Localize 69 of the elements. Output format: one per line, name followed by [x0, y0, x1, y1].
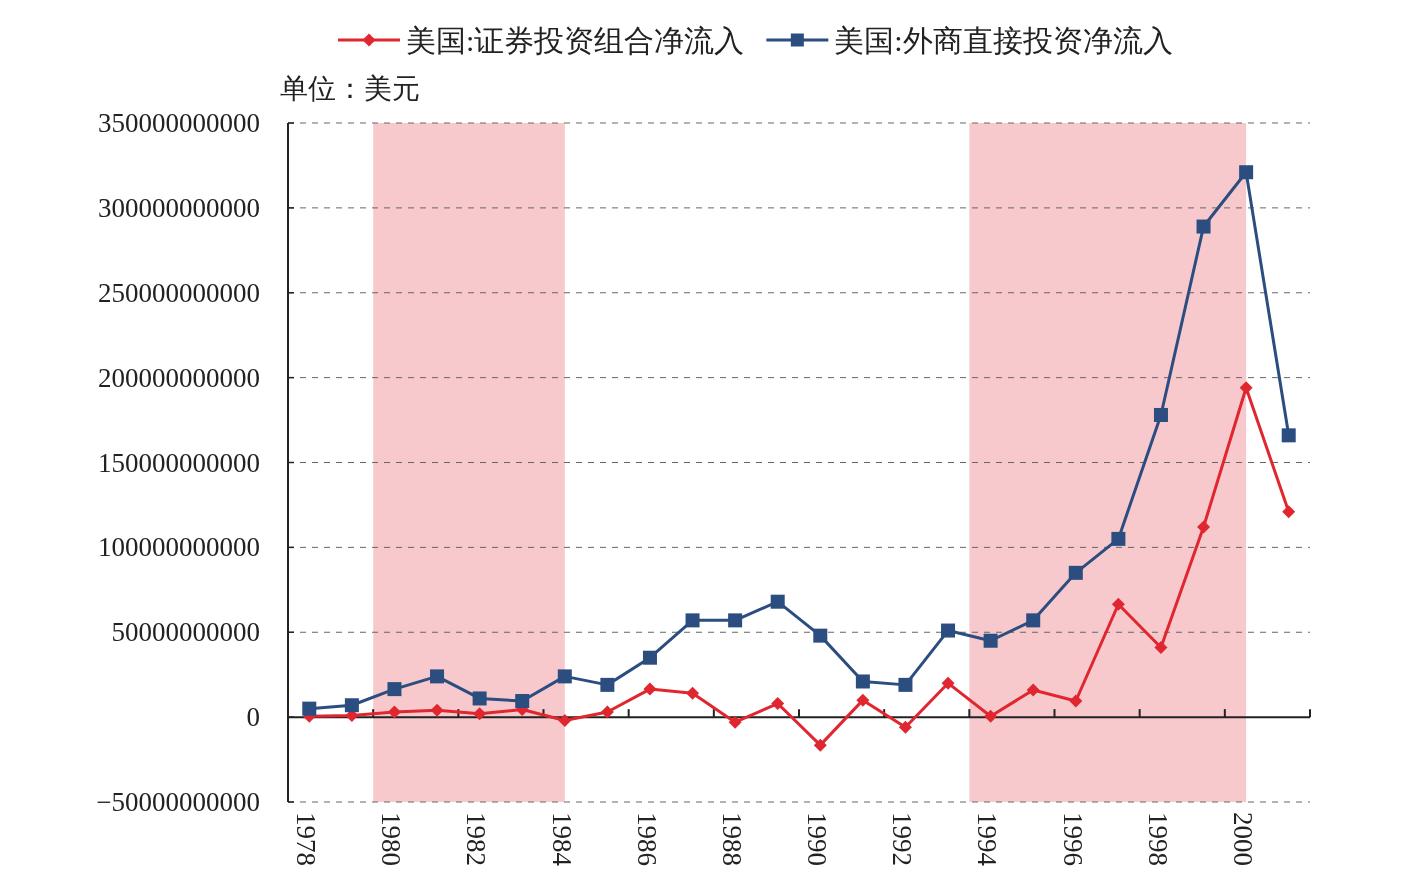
x-tick-label: 1986 — [631, 812, 662, 866]
point — [1068, 565, 1083, 580]
x-tick-label: 1992 — [887, 812, 918, 866]
point — [387, 705, 401, 719]
point — [941, 676, 955, 690]
point — [1111, 597, 1125, 611]
point — [472, 691, 487, 706]
y-tick-label: 300000000000 — [98, 192, 260, 223]
point — [1239, 381, 1253, 395]
point — [1026, 683, 1040, 697]
legend-label: 美国:证券投资组合净流入 — [406, 24, 745, 57]
x-tick-label: 1996 — [1057, 812, 1088, 866]
point — [430, 669, 445, 684]
y-tick-label: 100000000000 — [98, 532, 260, 563]
point — [983, 633, 998, 648]
x-tick-label: 1994 — [972, 812, 1003, 867]
x-tick-label: 1984 — [546, 812, 577, 867]
point — [473, 707, 487, 721]
point — [1281, 428, 1296, 443]
point — [941, 623, 956, 638]
y-tick-label: 200000000000 — [98, 362, 260, 393]
point — [387, 682, 402, 697]
x-tick-label: 1988 — [716, 812, 747, 866]
point — [1069, 694, 1083, 708]
point — [600, 677, 615, 692]
point — [770, 594, 785, 609]
legend-label: 美国:外商直接投资净流入 — [834, 24, 1173, 57]
point — [1154, 641, 1168, 655]
y-tick-label: 0 — [246, 702, 260, 733]
point — [643, 682, 657, 696]
y-axis-title: 单位：美元 — [280, 73, 420, 104]
point — [557, 669, 572, 684]
point — [1026, 613, 1041, 628]
point — [813, 738, 827, 752]
point — [1153, 407, 1168, 422]
y-tick-label: 50000000000 — [111, 617, 260, 648]
x-tick-label: 1982 — [461, 812, 492, 866]
y-tick-label: 350000000000 — [98, 108, 260, 138]
point — [302, 701, 317, 716]
y-tick-label: −50000000000 — [96, 787, 260, 817]
point — [898, 720, 912, 734]
point — [984, 709, 998, 723]
point — [728, 715, 742, 729]
point — [1239, 165, 1254, 180]
point — [1282, 505, 1296, 519]
point — [855, 674, 870, 689]
point — [686, 686, 700, 700]
point — [558, 714, 572, 728]
point — [685, 613, 700, 628]
point — [515, 694, 530, 708]
point — [1196, 219, 1211, 234]
point — [856, 693, 870, 707]
x-tick-label: 2000 — [1227, 812, 1258, 866]
x-tick-label: 1998 — [1142, 812, 1173, 866]
x-tick-label: 1980 — [376, 812, 407, 866]
y-tick-label: 150000000000 — [98, 447, 260, 478]
point — [1197, 520, 1211, 534]
point — [1111, 531, 1126, 546]
point — [898, 677, 913, 692]
point — [771, 697, 785, 711]
x-tick-label: 1978 — [291, 812, 321, 866]
point — [600, 705, 614, 719]
point — [642, 650, 657, 665]
point — [813, 628, 828, 643]
point — [430, 703, 444, 717]
x-tick-label: 1990 — [802, 812, 832, 866]
point — [344, 698, 359, 713]
point — [728, 613, 743, 628]
y-tick-label: 250000000000 — [98, 277, 260, 308]
